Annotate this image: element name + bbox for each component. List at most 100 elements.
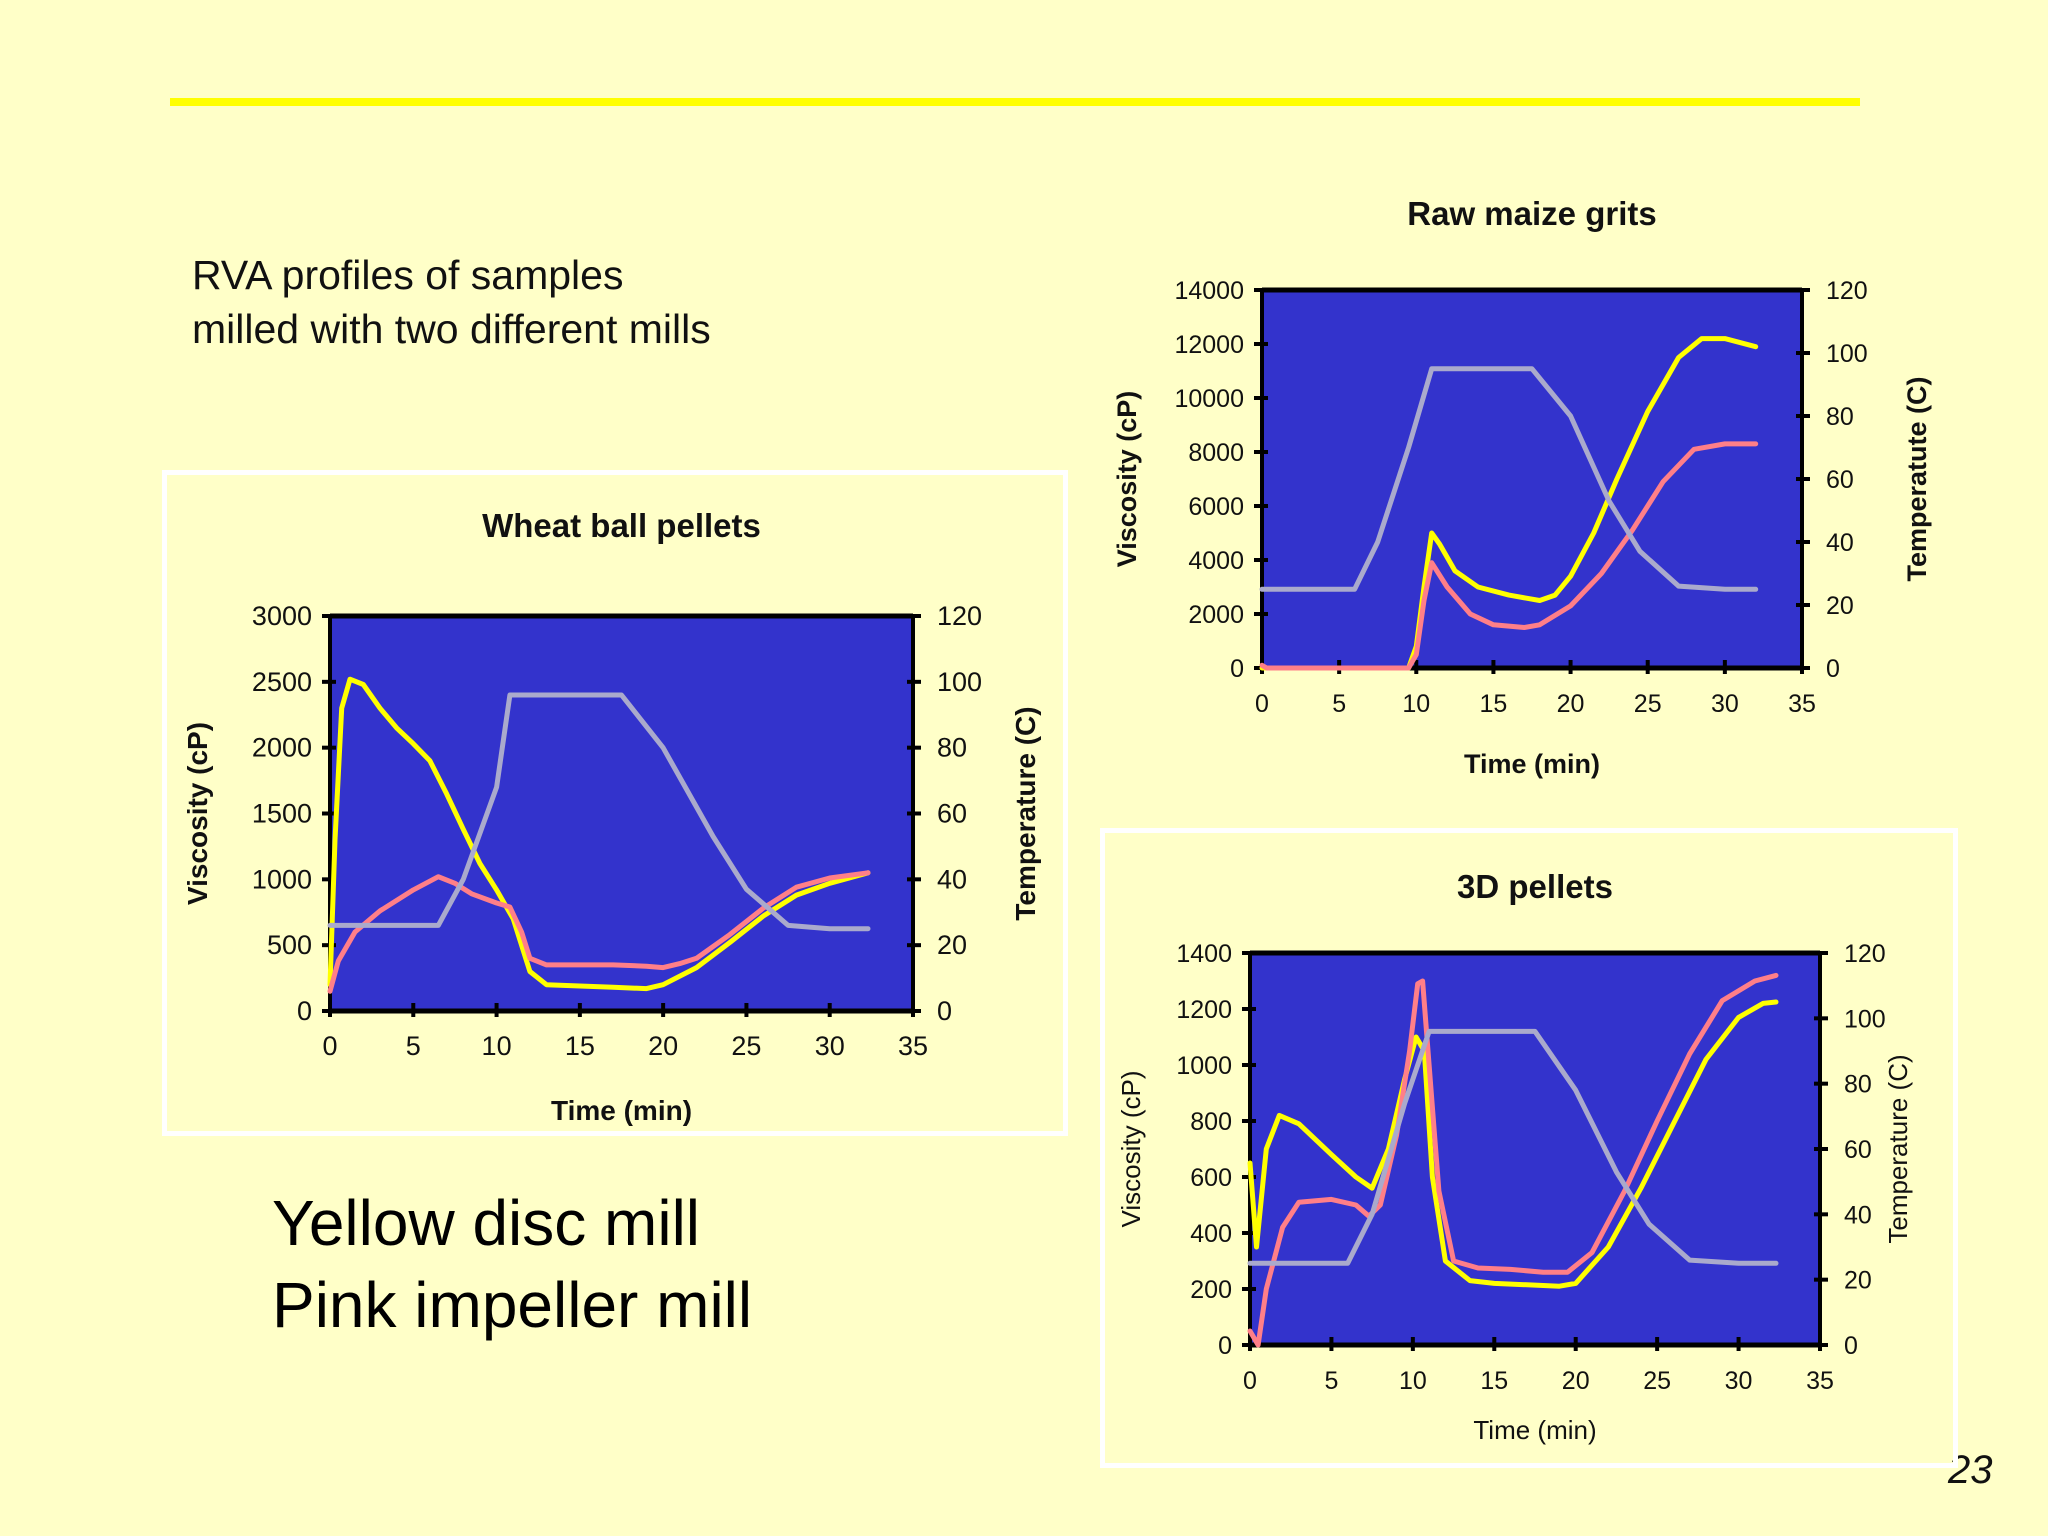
y2-axis-label: Temperature (C) [1010,706,1041,920]
mill-legend: Yellow disc mill Pink impeller mill [272,1182,752,1346]
y-tick-label: 0 [1218,1332,1232,1360]
y2-axis-label: Temperatute (C) [1902,376,1932,581]
intro-line-1: RVA profiles of samples [192,252,624,298]
y2-tick-label: 80 [1826,403,1854,431]
y2-tick-label: 80 [937,733,967,763]
x-tick-label: 35 [1806,1367,1834,1395]
y-tick-label: 1000 [252,864,312,894]
y-tick-label: 0 [297,996,312,1026]
y-axis-label: Viscosity (cP) [1116,1071,1146,1228]
y2-tick-label: 100 [1826,340,1868,368]
y2-tick-label: 40 [937,864,967,894]
x-tick-label: 30 [815,1031,845,1061]
x-tick-label: 10 [1402,690,1430,718]
x-tick-label: 30 [1725,1367,1753,1395]
series-line-pink [1259,441,1759,671]
y2-tick-label: 20 [1826,592,1854,620]
x-tick-label: 20 [1557,690,1585,718]
y-tick-label: 2000 [252,733,312,763]
y2-tick-label: 20 [937,930,967,960]
x-tick-label: 20 [648,1031,678,1061]
series-line-temperature [1247,1028,1779,1266]
y-tick-label: 200 [1190,1276,1232,1304]
plot-area [1262,290,1802,668]
y2-tick-label: 100 [937,667,982,697]
x-tick-label: 5 [1324,1367,1338,1395]
chart-panel-raw-maize-grits: Raw maize grits 0 5 10 15 20 25 30 35 0 2000 4000 60… [1098,180,1958,800]
chart-title: 3D pellets [1457,868,1613,905]
series-line-pink [1247,972,1779,1348]
chart-panel-wheat-ball-pellets: Wheat ball pellets 0 5 10 15 20 25 30 35 0 500 1000… [162,470,1068,1136]
chart-panel-3d-pellets: 3D pellets 0 5 10 15 20 25 30 35 0 200 400 600 800 100… [1100,828,1958,1468]
y2-tick-label: 120 [1826,277,1868,305]
plot-area [330,616,913,1011]
y-tick-label: 10000 [1174,385,1244,413]
y-tick-label: 1400 [1176,940,1232,968]
x-axis-label: Time (min) [1473,1415,1596,1445]
x-tick-label: 5 [406,1031,421,1061]
chart-title: Wheat ball pellets [482,507,761,544]
series-line-yellow [1247,999,1779,1289]
y2-tick-label: 100 [1844,1005,1886,1033]
x-tick-label: 0 [1255,690,1269,718]
y-axis-label: Viscosity (cP) [182,722,213,905]
series-line-temperature [1259,366,1759,592]
y-tick-label: 500 [267,930,312,960]
x-tick-label: 25 [731,1031,761,1061]
y-tick-label: 1200 [1176,996,1232,1024]
y2-tick-label: 0 [1844,1332,1858,1360]
x-tick-label: 30 [1711,690,1739,718]
y2-tick-label: 20 [1844,1267,1872,1295]
x-tick-label: 35 [898,1031,928,1061]
x-tick-label: 10 [482,1031,512,1061]
y2-tick-label: 120 [1844,940,1886,968]
y2-tick-label: 0 [1826,655,1840,683]
intro-line-2: milled with two different mills [192,306,711,352]
x-tick-label: 35 [1788,690,1816,718]
y2-axis-label: Temperature (C) [1883,1054,1913,1243]
series-line-pink [327,870,871,994]
y-tick-label: 800 [1190,1108,1232,1136]
plot-area [1250,953,1820,1345]
y2-tick-label: 40 [1844,1201,1872,1229]
x-tick-label: 20 [1562,1367,1590,1395]
intro-text: RVA profiles of samples milled with two … [192,248,711,356]
y-tick-label: 400 [1190,1220,1232,1248]
x-tick-label: 10 [1399,1367,1427,1395]
x-tick-label: 15 [565,1031,595,1061]
y-tick-label: 8000 [1188,439,1244,467]
y-tick-label: 2500 [252,667,312,697]
x-tick-label: 25 [1643,1367,1671,1395]
x-tick-label: 0 [322,1031,337,1061]
y-tick-label: 2000 [1188,601,1244,629]
y-tick-label: 4000 [1188,547,1244,575]
y2-tick-label: 40 [1826,529,1854,557]
series-line-yellow [1259,336,1759,671]
legend-pink-impeller-mill: Pink impeller mill [272,1269,753,1341]
y-tick-label: 14000 [1174,277,1244,305]
y-axis-label: Viscosity (cP) [1112,391,1142,568]
x-tick-label: 25 [1634,690,1662,718]
title-rule [170,98,1860,106]
series-line-temperature [327,692,871,932]
y2-tick-label: 80 [1844,1071,1872,1099]
x-tick-label: 15 [1480,690,1508,718]
x-tick-label: 5 [1332,690,1346,718]
y2-tick-label: 120 [937,601,982,631]
y2-tick-label: 60 [1826,466,1854,494]
y2-tick-label: 0 [937,996,952,1026]
y-tick-label: 1000 [1176,1052,1232,1080]
x-axis-label: Time (min) [551,1095,692,1126]
x-tick-label: 0 [1243,1367,1257,1395]
y-tick-label: 1500 [252,799,312,829]
y2-tick-label: 60 [937,799,967,829]
y2-tick-label: 60 [1844,1136,1872,1164]
chart-raw-maize-grits: Raw maize grits 0 5 10 15 20 25 30 35 0 2000 4000 60… [1112,195,1932,779]
y-tick-label: 6000 [1188,493,1244,521]
y-tick-label: 3000 [252,601,312,631]
chart-title: Raw maize grits [1407,195,1656,232]
y-tick-label: 600 [1190,1164,1232,1192]
y-tick-label: 0 [1230,655,1244,683]
